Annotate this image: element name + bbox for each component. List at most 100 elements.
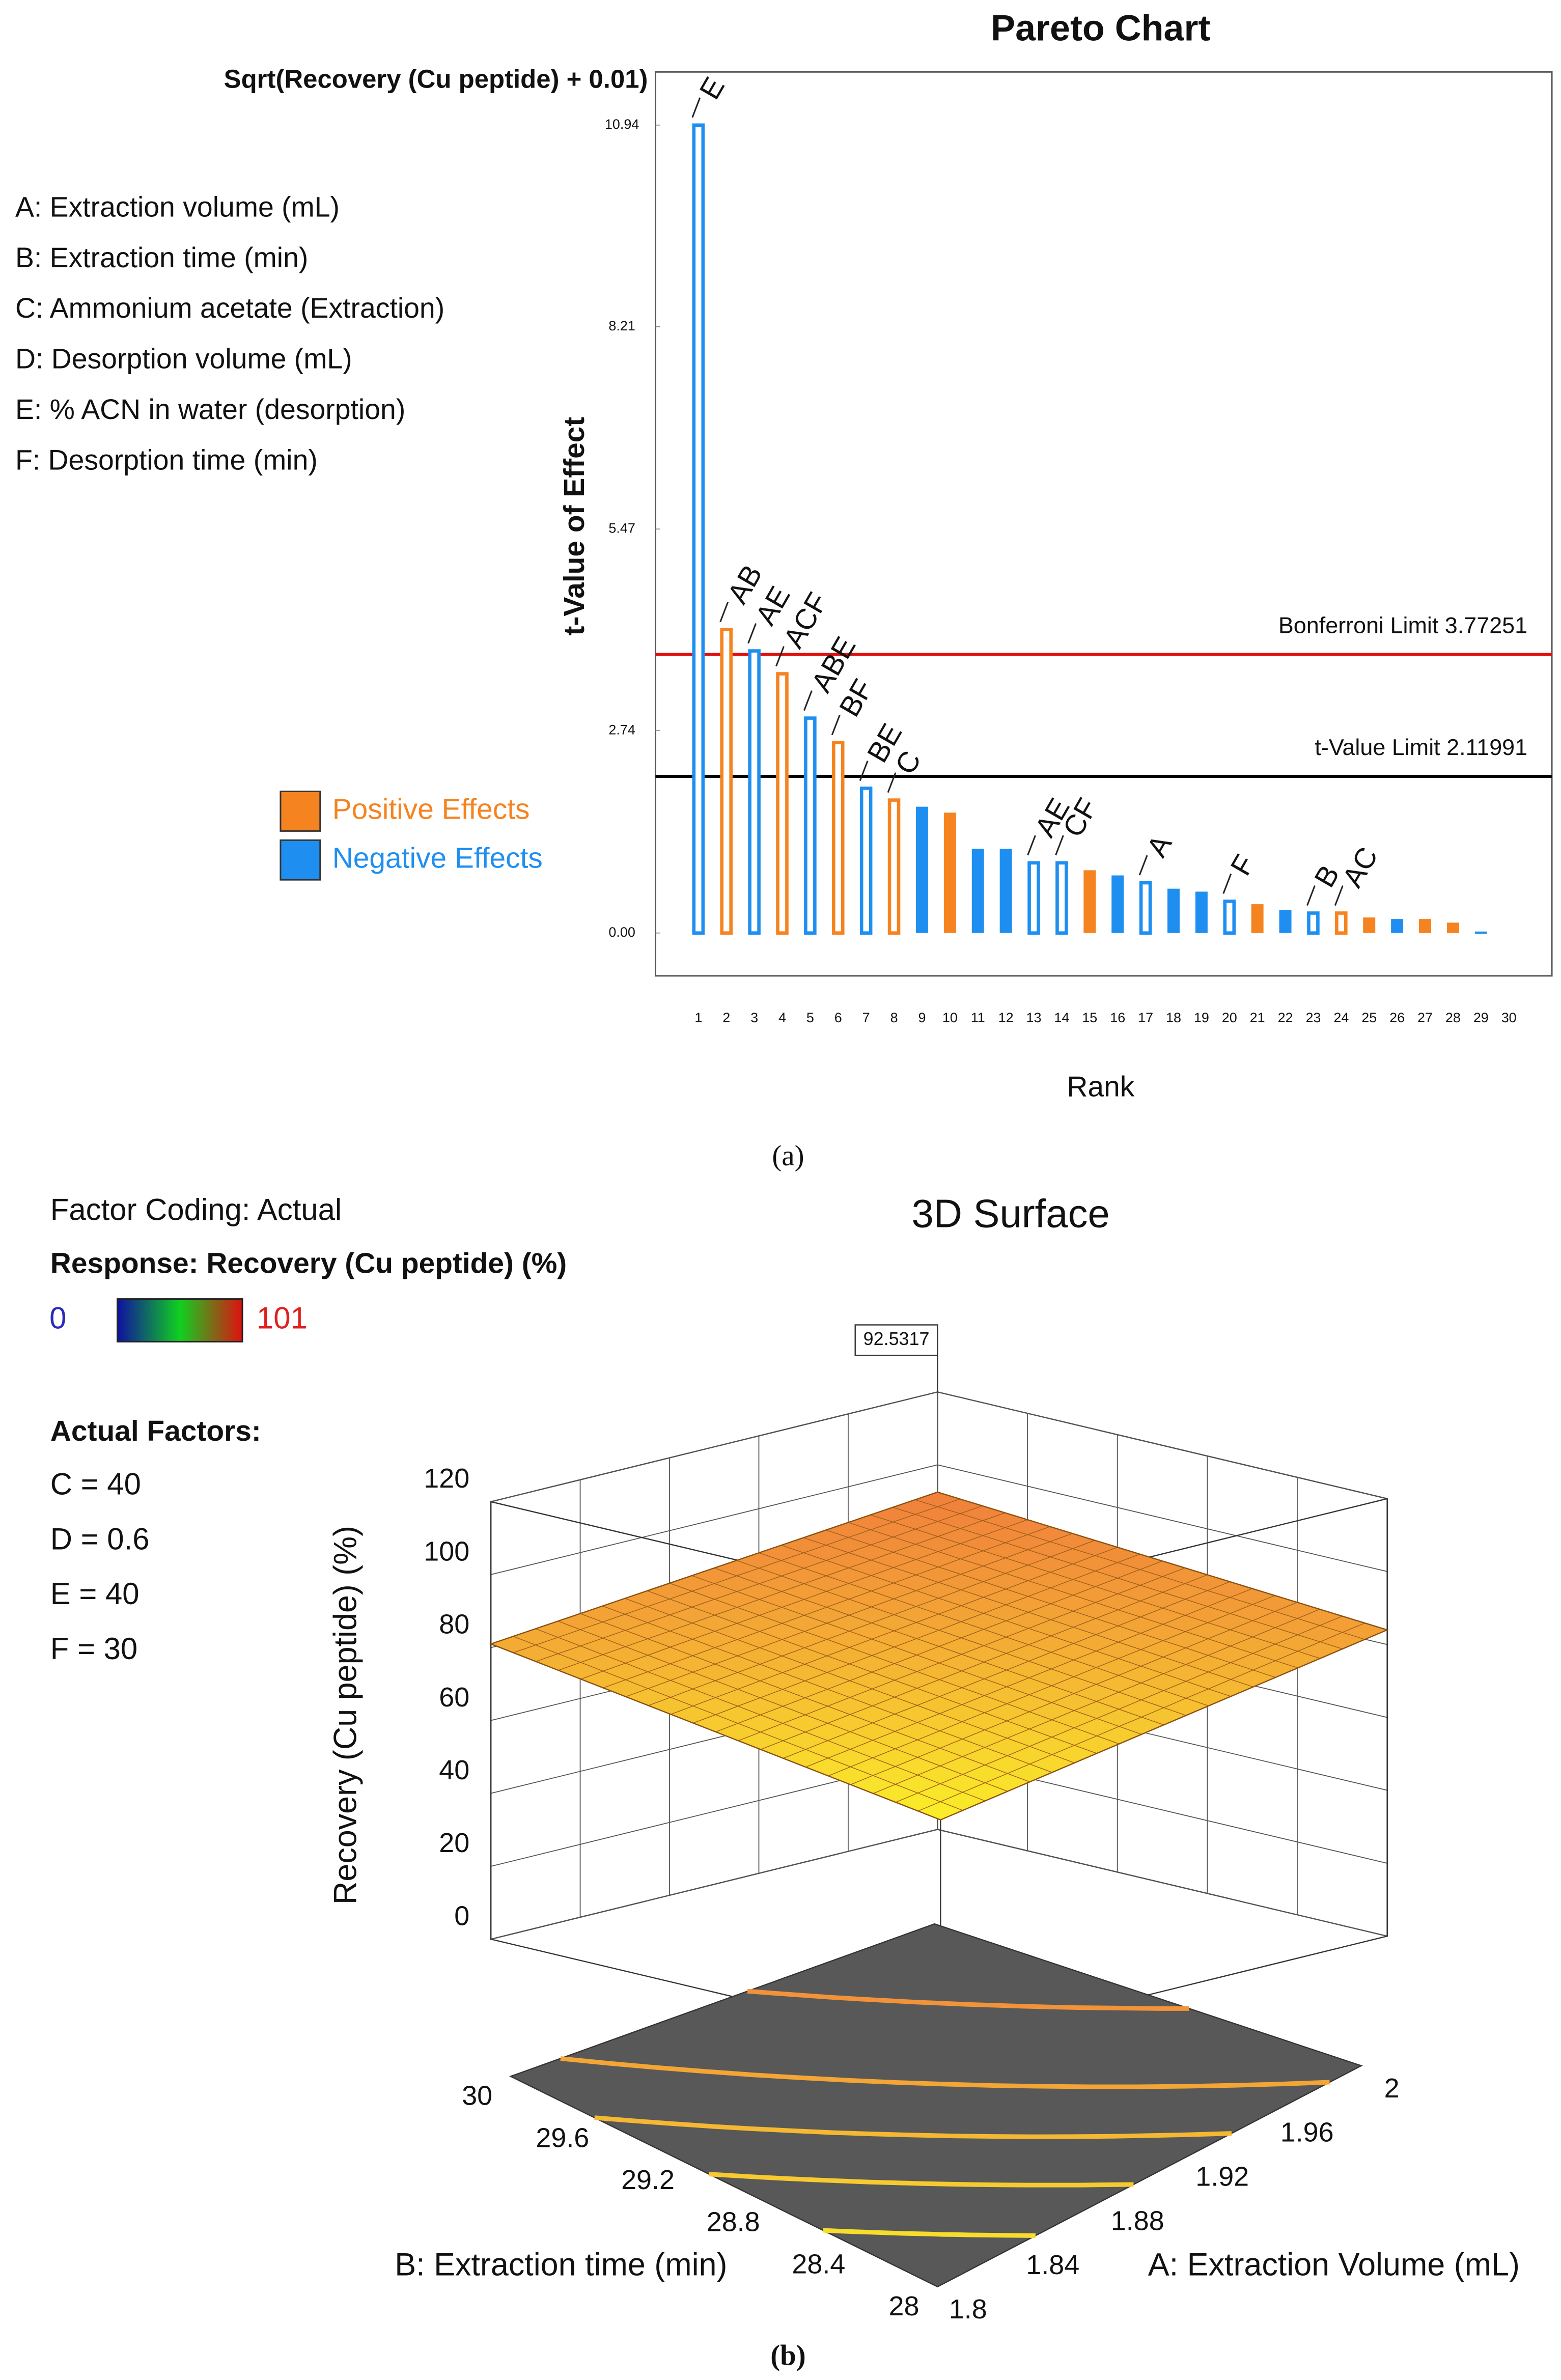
z-axis-title: Recovery (Cu peptide) (%) xyxy=(327,1526,363,1905)
grid-line xyxy=(490,1391,1387,1502)
contour-line xyxy=(560,2056,1330,2089)
legend-swatch xyxy=(280,839,321,881)
response: Response: Recovery (Cu peptide) (%) xyxy=(50,1248,567,1280)
legend-swatch xyxy=(280,791,321,832)
z-tick-label: 100 xyxy=(424,1536,469,1566)
label-leader xyxy=(859,760,869,781)
x-tick-label: 10 xyxy=(942,1010,958,1025)
bar xyxy=(1027,861,1040,935)
x-tick-label: 11 xyxy=(971,1010,985,1025)
bar xyxy=(1474,931,1487,934)
y-tick-label: 8.21 xyxy=(608,318,635,333)
bar xyxy=(1083,870,1096,933)
bar xyxy=(1223,900,1236,935)
z-tick-label: 80 xyxy=(439,1609,469,1640)
bar xyxy=(1139,881,1152,935)
x-tick-label: 17 xyxy=(1138,1010,1153,1025)
y-tick-label: 2.74 xyxy=(608,722,635,737)
x-tick-label: 16 xyxy=(1110,1010,1125,1025)
x-tick-label: 13 xyxy=(1026,1010,1042,1025)
x-tick-label: 12 xyxy=(998,1010,1014,1025)
x-axis-title: Rank xyxy=(1067,1071,1134,1103)
y-tick-label: 28 xyxy=(889,2291,919,2321)
contour-line xyxy=(823,2228,1036,2238)
bar xyxy=(1111,875,1124,933)
x-tick-label: 15 xyxy=(1082,1010,1097,1025)
bar xyxy=(1419,919,1431,933)
bar xyxy=(776,672,789,935)
colorbar xyxy=(117,1298,243,1342)
x-tick-label: 5 xyxy=(806,1010,814,1025)
x-tick-label: 28 xyxy=(1445,1010,1461,1025)
bar xyxy=(1391,919,1404,933)
x-tick-label: 26 xyxy=(1389,1010,1405,1025)
y-tick-label: 5.47 xyxy=(608,520,635,536)
bar xyxy=(1335,911,1348,935)
legend-label: Positive Effects xyxy=(332,793,530,825)
factor-label: B: Extraction time (min) xyxy=(15,242,308,273)
x-tick-label: 8 xyxy=(890,1010,898,1025)
x-axis-title: A: Extraction Volume (mL) xyxy=(1148,2247,1520,2282)
bar xyxy=(720,628,733,935)
contour-line xyxy=(594,2115,1232,2139)
bar xyxy=(1167,888,1180,933)
bar-label: AC xyxy=(1336,842,1384,893)
x-tick-label: 1.84 xyxy=(1026,2250,1079,2280)
label-leader xyxy=(1334,885,1344,906)
factor-value: C = 40 xyxy=(50,1467,141,1501)
surface-chart: 3D Surface Factor Coding: Actual Respons… xyxy=(49,1192,1520,2371)
x-tick-label: 22 xyxy=(1278,1010,1293,1025)
bar-label: CF xyxy=(1057,793,1104,843)
bar xyxy=(915,806,928,933)
bar xyxy=(748,649,761,935)
contour-line xyxy=(747,1989,1189,2011)
x-tick-label: 3 xyxy=(750,1010,758,1025)
factor-value: D = 0.6 xyxy=(50,1522,150,1556)
legend-label: Negative Effects xyxy=(332,842,543,874)
grid-line xyxy=(490,1829,1387,1940)
label-leader xyxy=(1222,873,1232,894)
y-tick-label: 0.00 xyxy=(608,925,635,940)
x-tick-label: 14 xyxy=(1054,1010,1069,1025)
x-tick-label: 24 xyxy=(1333,1010,1349,1025)
factors-title: Actual Factors: xyxy=(50,1415,261,1447)
x-tick-label: 23 xyxy=(1305,1010,1321,1025)
label-leader xyxy=(803,690,813,711)
annotation: 92.5317 xyxy=(863,1328,930,1349)
reference-label: t-Value Limit 2.11991 xyxy=(1315,734,1527,760)
label-leader xyxy=(775,646,785,667)
x-tick-label: 1.8 xyxy=(949,2294,987,2325)
subtitle: Sqrt(Recovery (Cu peptide) + 0.01) xyxy=(224,65,648,94)
y-axis-title: B: Extraction time (min) xyxy=(395,2247,727,2282)
x-tick-label: 2 xyxy=(1384,2073,1400,2104)
bar xyxy=(1446,922,1459,933)
colorbar-max: 101 xyxy=(257,1301,308,1335)
contour-line xyxy=(708,2172,1134,2188)
z-tick-label: 60 xyxy=(439,1682,469,1713)
x-tick-label: 1.92 xyxy=(1195,2161,1249,2192)
label-leader xyxy=(719,602,729,623)
annotation-box xyxy=(854,1324,938,1356)
y-tick-label: 28.8 xyxy=(707,2207,760,2237)
y-tick-label: 28.4 xyxy=(792,2249,845,2279)
bar xyxy=(999,849,1012,933)
x-tick-label: 1.88 xyxy=(1111,2205,1164,2236)
bar xyxy=(832,741,845,935)
label-leader xyxy=(1055,835,1064,856)
z-tick-label: 0 xyxy=(454,1900,469,1931)
bar xyxy=(1195,891,1208,933)
bar xyxy=(943,813,956,933)
x-tick-label: 25 xyxy=(1361,1010,1377,1025)
factor-label: D: Desorption volume (mL) xyxy=(15,343,352,375)
plot-frame xyxy=(654,71,1553,977)
factor-value: E = 40 xyxy=(50,1577,140,1611)
x-tick-label: 6 xyxy=(834,1010,842,1025)
factor-label: C: Ammonium acetate (Extraction) xyxy=(15,292,444,324)
label-leader xyxy=(1027,835,1036,856)
caption: (b) xyxy=(770,2340,806,2372)
x-tick-label: 19 xyxy=(1194,1010,1209,1025)
factor-label: F: Desorption time (min) xyxy=(15,444,318,475)
label-leader xyxy=(691,97,701,118)
